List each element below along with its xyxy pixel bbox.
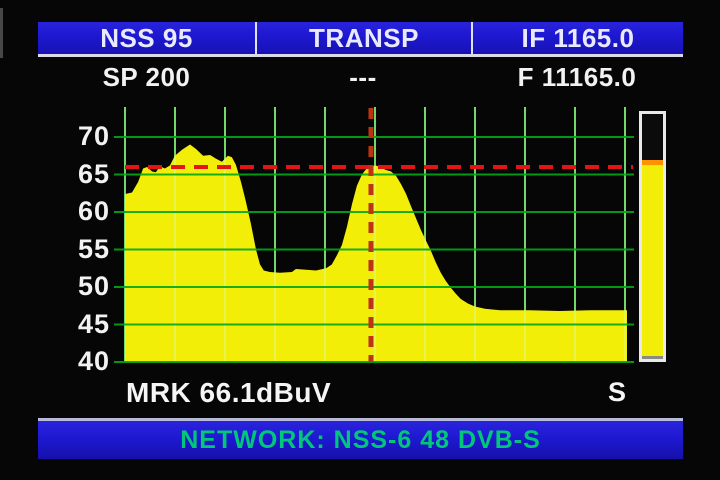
spectrum-trace [125,144,627,362]
y-axis-label: 65 [77,158,110,189]
y-axis-label: 45 [77,308,110,339]
frequency-field: F 11165.0 [517,61,637,92]
span-field: SP 200 [102,61,191,92]
y-axis-label: 60 [77,196,110,226]
transponder-value-field: --- [349,61,377,92]
signal-level-bar [639,111,666,362]
subheader-row: SP 200 --- F 11165.0 [38,60,683,94]
transponder-field: TRANSP [255,22,471,54]
header-bar: NSS 95 TRANSP IF 1165.0 [38,22,683,57]
y-axis-label: 40 [77,346,110,376]
if-frequency-field: IF 1165.0 [471,22,683,54]
y-axis-label: 50 [77,271,110,301]
signal-bar-label: S [607,377,626,407]
y-axis-label: 55 [77,233,110,264]
satellite-name-field: NSS 95 [100,22,193,53]
signal-level-fill [642,164,663,356]
network-status-text: NETWORK: NSS-6 48 DVB-S [180,425,541,454]
signal-bar-base [642,356,663,359]
network-status-bar: NETWORK: NSS-6 48 DVB-S [38,418,683,459]
signal-peak-mark [642,159,663,165]
screen-edge-artifact [0,8,3,58]
marker-readout: MRK 66.1dBuV [126,377,332,408]
y-axis-label: 70 [77,121,110,151]
